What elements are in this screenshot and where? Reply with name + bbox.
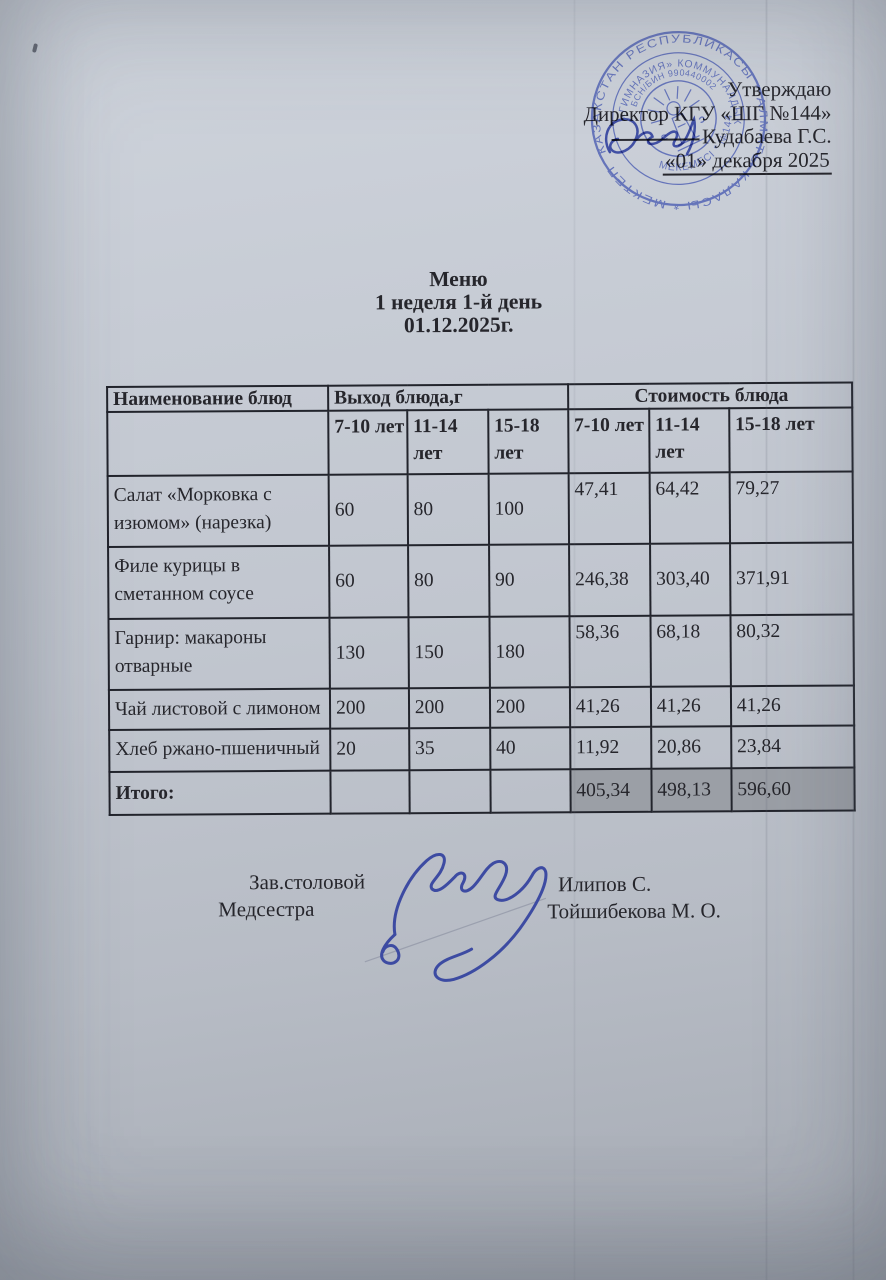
price-cell: 246,38 [568, 543, 651, 617]
column-header-output-group: Выход блюда,г [328, 384, 569, 411]
empty-cell [490, 769, 571, 813]
weight-cell: 150 [408, 616, 490, 689]
age-header: 15-18 лет [729, 407, 853, 473]
table-row: Хлеб ржано-пшеничный 20 35 40 11,92 20,8… [109, 725, 855, 773]
weight-cell: 180 [489, 616, 570, 688]
weight-cell: 200 [329, 688, 409, 729]
staff-signature [364, 853, 548, 982]
weight-cell: 80 [407, 544, 490, 618]
price-cell: 23,84 [730, 725, 855, 769]
price-cell: 41,26 [730, 685, 854, 727]
total-price-cell: 498,13 [651, 768, 732, 812]
weight-cell: 130 [329, 617, 409, 689]
table-row: Салат «Морковка с изюмом» (нарезка) 60 8… [107, 471, 853, 548]
price-cell: 371,91 [729, 542, 854, 616]
stamp-emblem [647, 85, 705, 152]
total-label-cell: Итого: [109, 770, 331, 816]
empty-cell [409, 769, 491, 814]
price-cell: 80,32 [730, 614, 854, 687]
weight-cell: 100 [488, 473, 569, 545]
total-price-cell: 596,60 [731, 767, 855, 812]
dish-name-cell: Чай листовой с лимоном [108, 688, 331, 731]
price-cell: 47,41 [568, 472, 650, 545]
age-header: 7-10 лет [568, 408, 650, 474]
age-header: 15-18 лет [488, 409, 569, 474]
price-cell: 68,18 [650, 615, 731, 687]
weight-cell: 20 [330, 728, 410, 771]
empty-header-cell [107, 410, 329, 477]
ink-speck [31, 43, 39, 53]
dish-name-cell: Хлеб ржано-пшеничный [109, 728, 331, 773]
weight-cell: 80 [407, 473, 489, 546]
table-row: Чай листовой с лимоном 200 200 200 41,26… [108, 685, 854, 731]
table-age-header-row: 7-10 лет 11-14 лет 15-18 лет 7-10 лет 11… [107, 407, 853, 477]
weight-cell: 200 [489, 687, 570, 728]
official-stamp: КАЗАКСТАН РЕСПУБЛИКАСЫ * АЛМАТЫ КАЛАСЫ *… [584, 24, 773, 213]
price-cell: 41,26 [650, 686, 731, 727]
table-row: Филе курицы в сметанном соусе 60 80 90 2… [108, 542, 854, 620]
menu-table: Наименование блюд Выход блюда,г Стоимост… [106, 381, 855, 816]
total-row: Итого: 405,34 498,13 596,60 [109, 767, 855, 816]
price-cell: 79,27 [729, 471, 853, 544]
empty-cell [330, 770, 410, 814]
director-signature [605, 115, 696, 156]
weight-cell: 90 [488, 544, 570, 617]
menu-title-block: Меню 1 неделя 1-й день 01.12.2025г. [291, 267, 625, 338]
menu-title: Меню [429, 266, 488, 292]
total-price-cell: 405,34 [570, 768, 652, 813]
weight-cell: 200 [408, 687, 490, 729]
price-cell: 303,40 [649, 543, 731, 616]
menu-date: 01.12.2025г. [403, 312, 514, 338]
weight-cell: 40 [489, 727, 571, 770]
column-header-cost-group: Стоимость блюда [567, 382, 853, 410]
dish-name-cell: Филе курицы в сметанном соусе [108, 545, 330, 620]
price-cell: 41,26 [569, 686, 651, 728]
dish-name-cell: Салат «Морковка с изюмом» (нарезка) [107, 474, 330, 548]
price-cell: 64,42 [649, 472, 730, 544]
role-nurse: Медсестра [218, 896, 315, 922]
column-header-dish-name: Наименование блюд [107, 385, 329, 413]
price-cell: 58,36 [569, 615, 651, 688]
weight-cell: 60 [328, 474, 408, 546]
price-cell: 20,86 [650, 726, 732, 769]
dish-name-cell: Гарнир: макароны отварные [108, 617, 330, 691]
table-row: Гарнир: макароны отварные 130 150 180 58… [108, 614, 854, 691]
weight-cell: 60 [329, 545, 409, 618]
age-header: 7-10 лет [328, 410, 408, 475]
age-header: 11-14 лет [649, 408, 730, 473]
price-cell: 11,92 [569, 726, 652, 770]
age-header: 11-14 лет [407, 409, 489, 475]
menu-week-day: 1 неделя 1-й день [374, 289, 543, 315]
weight-cell: 35 [408, 727, 491, 771]
